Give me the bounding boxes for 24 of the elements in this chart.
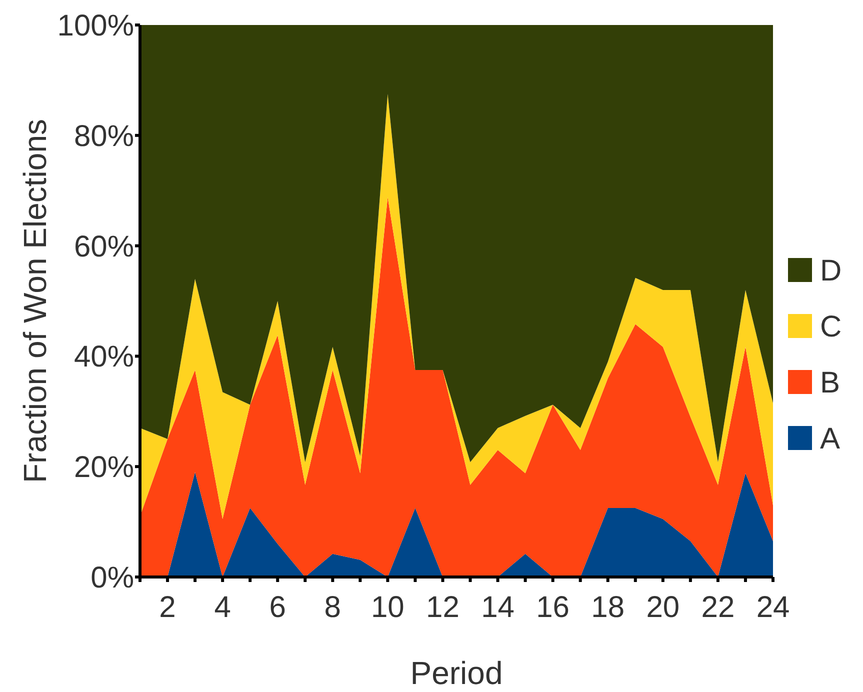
- x-tick-label: 12: [426, 591, 460, 624]
- y-tick-label: 100%: [57, 10, 134, 42]
- y-tick-label: 20%: [74, 451, 134, 484]
- x-axis-title: Period: [410, 655, 503, 691]
- x-tick-label: 8: [324, 591, 341, 624]
- x-tick-label: 2: [159, 591, 176, 624]
- y-tick-label: 0%: [90, 562, 134, 594]
- x-tick-label: 22: [701, 591, 735, 624]
- y-tick-label: 80%: [74, 120, 134, 153]
- x-tick-label: 24: [756, 591, 790, 624]
- legend-label: A: [820, 422, 840, 456]
- y-tick-label: 40%: [74, 340, 134, 374]
- x-tick-label: 4: [214, 591, 231, 624]
- x-tick-label: 16: [536, 591, 570, 624]
- x-tick-label: 14: [481, 591, 514, 624]
- legend-label: D: [820, 254, 842, 288]
- x-tick-label: 20: [646, 591, 680, 624]
- y-axis-title: Fraction of Won Elections: [17, 118, 53, 484]
- legend-label: B: [820, 366, 840, 400]
- x-tick-label: 10: [371, 591, 404, 624]
- y-tick-label: 60%: [74, 230, 134, 264]
- legend-label: C: [820, 310, 842, 344]
- x-tick-label: 18: [591, 591, 625, 624]
- x-tick-label: 6: [269, 591, 286, 624]
